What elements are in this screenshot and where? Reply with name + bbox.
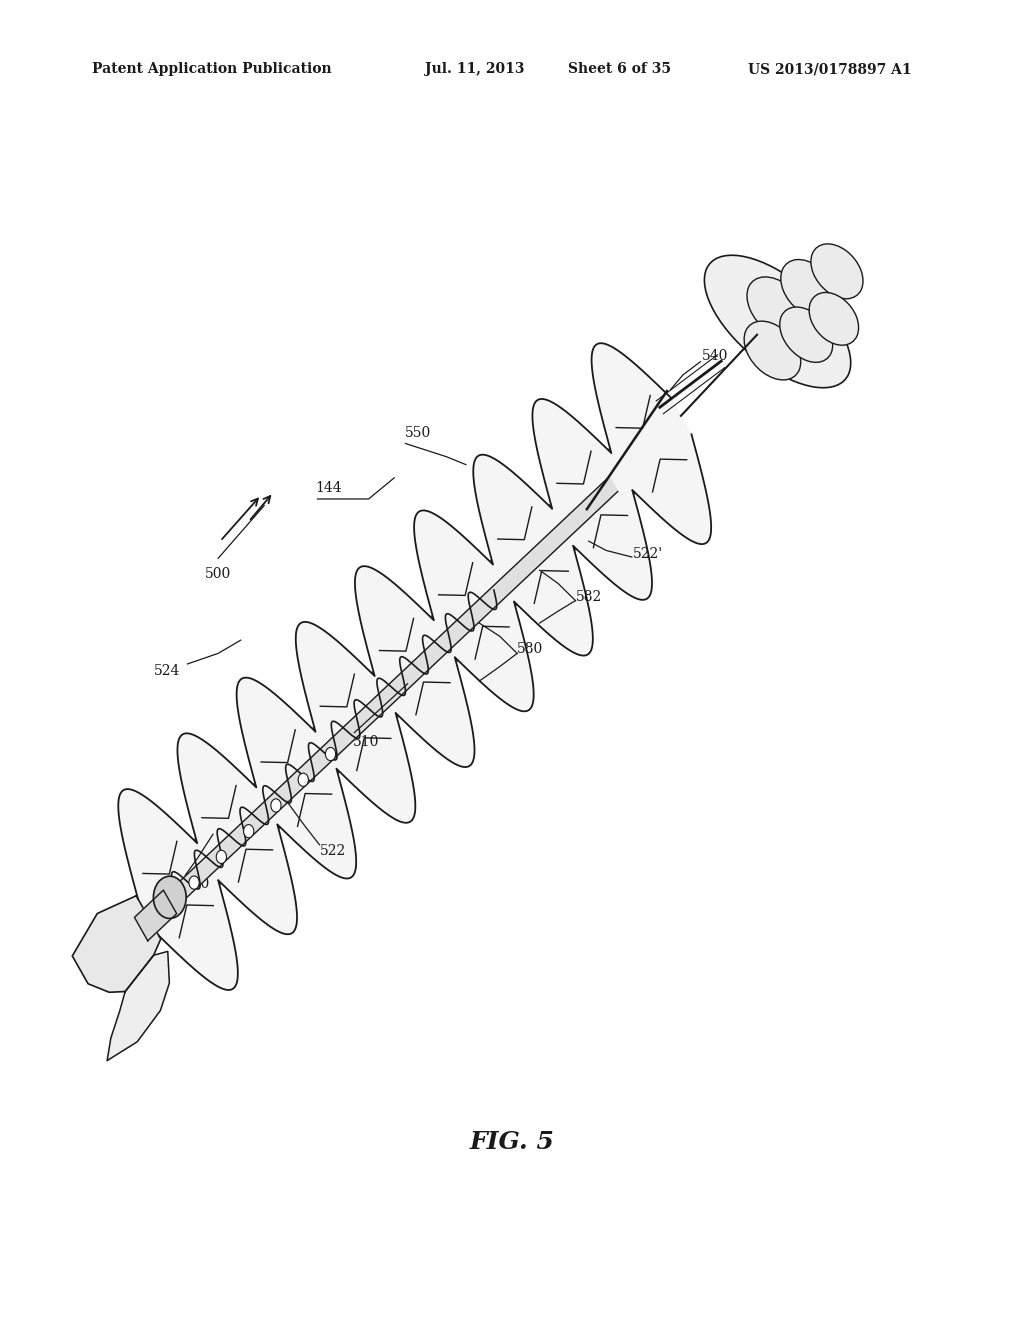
Text: Patent Application Publication: Patent Application Publication (92, 62, 332, 77)
Text: 550: 550 (404, 426, 431, 440)
Text: 500: 500 (205, 568, 231, 581)
Text: 540: 540 (701, 350, 728, 363)
Circle shape (270, 799, 281, 812)
Polygon shape (73, 896, 161, 993)
Ellipse shape (811, 244, 863, 298)
Text: 582: 582 (575, 590, 602, 603)
Polygon shape (167, 477, 617, 908)
Text: 144: 144 (315, 482, 342, 495)
Ellipse shape (809, 293, 858, 346)
Text: 580: 580 (517, 643, 544, 656)
Polygon shape (108, 952, 169, 1061)
Ellipse shape (780, 260, 836, 317)
Circle shape (244, 825, 254, 838)
Circle shape (298, 774, 308, 787)
Polygon shape (134, 890, 177, 941)
Polygon shape (118, 343, 712, 990)
Text: Sheet 6 of 35: Sheet 6 of 35 (568, 62, 672, 77)
Text: 510: 510 (353, 735, 380, 748)
Circle shape (189, 876, 200, 890)
Ellipse shape (746, 277, 808, 339)
Text: 522: 522 (319, 845, 346, 858)
Ellipse shape (779, 308, 833, 363)
Text: FIG. 5: FIG. 5 (470, 1130, 554, 1154)
Ellipse shape (705, 255, 851, 388)
Circle shape (154, 876, 186, 919)
Text: 530: 530 (184, 878, 211, 891)
Circle shape (326, 747, 336, 760)
Ellipse shape (744, 321, 801, 380)
Text: 522': 522' (633, 548, 663, 561)
Text: US 2013/0178897 A1: US 2013/0178897 A1 (748, 62, 911, 77)
Text: Jul. 11, 2013: Jul. 11, 2013 (425, 62, 524, 77)
Text: 524: 524 (154, 664, 180, 677)
Circle shape (216, 850, 226, 863)
